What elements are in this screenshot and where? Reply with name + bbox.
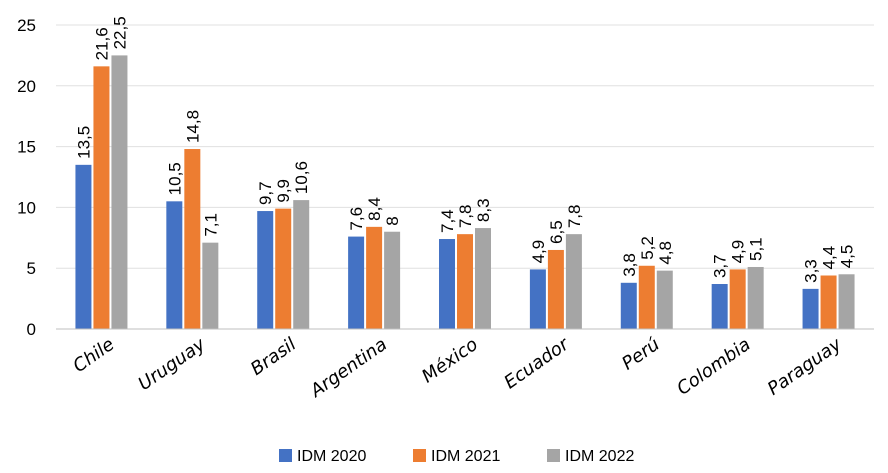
data-label: 7,8 (456, 205, 475, 229)
y-axis-ticks: 0 5 10 15 20 25 (17, 16, 36, 339)
category-label: Argentina (306, 334, 391, 402)
legend-swatch (413, 449, 426, 462)
bar-argentina-2 (366, 226, 383, 329)
data-label: 8 (383, 216, 402, 225)
bar-paraguay-1 (802, 288, 819, 329)
legend-label: IDM 2020 (297, 448, 366, 465)
y-tick-label: 10 (17, 198, 36, 217)
bar-brasil-2 (275, 208, 292, 329)
data-label: 4,5 (838, 245, 857, 269)
bar-ecuador-1 (529, 269, 546, 329)
bar-paraguay-2 (820, 275, 837, 329)
bar-argentina-3 (384, 231, 401, 329)
data-label: 8,4 (365, 197, 384, 221)
data-label: 7,1 (201, 213, 220, 237)
bar-uruguay-1 (166, 201, 183, 329)
category-label: Ecuador (500, 333, 574, 393)
data-label: 22,5 (110, 16, 129, 49)
bar-méxico-1 (439, 239, 455, 329)
data-label: 3,7 (711, 254, 730, 278)
bar-paraguay-3 (838, 274, 855, 329)
y-tick-label: 5 (27, 259, 36, 278)
bar-colombia-2 (729, 269, 746, 329)
data-label: 6,5 (547, 220, 566, 244)
bar-colombia-3 (747, 266, 764, 329)
bar-uruguay-2 (184, 149, 201, 329)
category-labels: Chile Uruguay Brasil Argentina México Ecuador… (69, 333, 845, 402)
y-tick-label: 0 (27, 320, 36, 339)
category-label: Uruguay (134, 334, 209, 395)
data-label: 4,8 (656, 241, 675, 265)
bar-ecuador-2 (547, 249, 564, 329)
legend-label: IDM 2022 (565, 448, 634, 465)
legend-label: IDM 2021 (431, 448, 500, 465)
bar-méxico-2 (457, 234, 473, 329)
bar-colombia-1 (711, 284, 728, 329)
y-tick-label: 20 (17, 77, 36, 96)
bar-perú-1 (620, 282, 637, 329)
data-label: 7,4 (438, 209, 457, 233)
bar-chile-3 (111, 55, 128, 330)
data-label: 9,9 (274, 179, 293, 203)
data-label: 7,8 (565, 205, 584, 229)
bar-chile-2 (93, 66, 110, 330)
category-label: Perú (618, 334, 663, 375)
legend: IDM 2020 IDM 2021 IDM 2022 (279, 448, 634, 465)
bar-chile-1 (75, 164, 92, 329)
data-labels: 13,521,6 22,510,514,87,19,7 9,9 10,67,6 8,48… (74, 16, 856, 283)
data-label: 4,9 (729, 240, 748, 264)
bar-argentina-1 (348, 236, 365, 329)
data-label: 5,2 (638, 236, 657, 260)
bar-ecuador-3 (565, 234, 582, 329)
category-label: México (418, 334, 482, 387)
legend-swatch (279, 449, 292, 462)
data-label: 10,6 (292, 161, 311, 194)
data-label: 21,6 (92, 27, 111, 60)
category-label: Brasil (247, 334, 300, 380)
data-label: 10,5 (165, 162, 184, 195)
data-label: 14,8 (183, 110, 202, 143)
data-label: 4,4 (820, 246, 839, 270)
legend-swatch (547, 449, 560, 462)
y-tick-label: 25 (17, 16, 36, 35)
category-label: Paraguay (764, 334, 846, 400)
bars (75, 55, 855, 330)
data-label: 8,3 (474, 198, 493, 222)
category-label: Chile (69, 334, 118, 377)
category-label: Colombia (673, 334, 754, 400)
bar-brasil-3 (293, 200, 310, 329)
bar-brasil-1 (257, 211, 274, 329)
data-label: 13,5 (74, 126, 93, 159)
data-label: 7,6 (347, 207, 366, 231)
bar-perú-2 (638, 265, 655, 329)
data-label: 5,1 (747, 237, 766, 261)
bar-uruguay-3 (202, 242, 219, 329)
y-tick-label: 15 (17, 138, 36, 157)
bar-méxico-3 (475, 228, 491, 329)
data-label: 9,7 (256, 181, 275, 205)
bar-perú-3 (656, 270, 673, 329)
data-label: 4,9 (529, 240, 548, 264)
data-label: 3,8 (620, 253, 639, 277)
data-label: 3,3 (802, 259, 821, 283)
